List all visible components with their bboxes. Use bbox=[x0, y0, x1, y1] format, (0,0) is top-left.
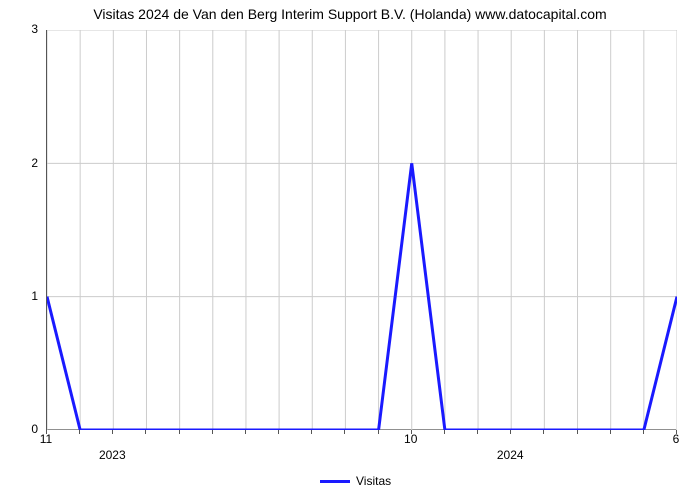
chart-container: Visitas 2024 de Van den Berg Interim Sup… bbox=[0, 0, 700, 500]
x-minor-tick bbox=[311, 430, 312, 434]
x-minor-tick bbox=[543, 430, 544, 434]
x-minor-tick bbox=[212, 430, 213, 434]
chart-title: Visitas 2024 de Van den Berg Interim Sup… bbox=[0, 6, 700, 22]
y-tick-label: 0 bbox=[31, 422, 38, 436]
x-minor-tick bbox=[610, 430, 611, 434]
plot-area bbox=[46, 30, 676, 430]
x-minor-tick bbox=[411, 430, 412, 434]
x-year-label: 2024 bbox=[497, 448, 524, 462]
x-tick-label: 6 bbox=[673, 432, 680, 446]
x-minor-tick bbox=[444, 430, 445, 434]
legend: Visitas bbox=[320, 474, 391, 488]
x-minor-tick bbox=[344, 430, 345, 434]
x-minor-tick bbox=[378, 430, 379, 434]
y-tick-label: 3 bbox=[31, 22, 38, 36]
x-minor-tick bbox=[510, 430, 511, 434]
x-tick-label: 11 bbox=[40, 432, 52, 446]
x-minor-tick bbox=[676, 430, 677, 434]
legend-swatch bbox=[320, 480, 350, 483]
x-minor-tick bbox=[643, 430, 644, 434]
x-year-label: 2023 bbox=[99, 448, 126, 462]
x-minor-tick bbox=[278, 430, 279, 434]
x-minor-tick bbox=[577, 430, 578, 434]
x-minor-tick bbox=[245, 430, 246, 434]
x-minor-tick bbox=[46, 430, 47, 434]
x-minor-tick bbox=[79, 430, 80, 434]
x-minor-tick bbox=[145, 430, 146, 434]
legend-label: Visitas bbox=[356, 474, 391, 488]
y-tick-label: 2 bbox=[31, 156, 38, 170]
y-tick-label: 1 bbox=[31, 289, 38, 303]
chart-svg bbox=[47, 30, 677, 430]
x-tick-label: 10 bbox=[404, 432, 417, 446]
x-minor-tick bbox=[179, 430, 180, 434]
x-minor-tick bbox=[112, 430, 113, 434]
x-minor-tick bbox=[477, 430, 478, 434]
